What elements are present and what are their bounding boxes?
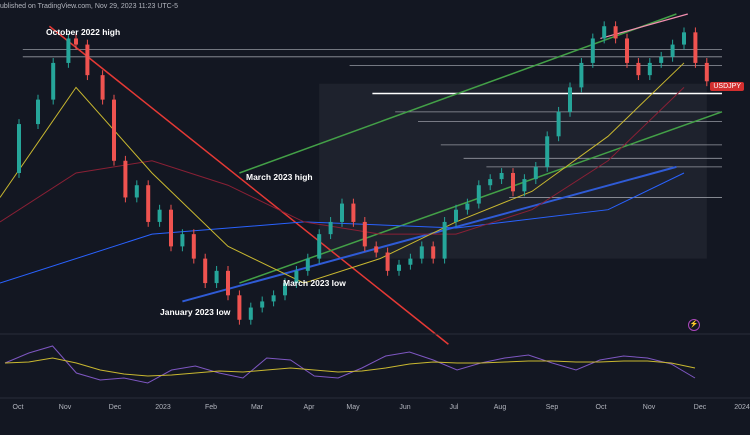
x-axis-tick-label: 2024: [734, 404, 750, 411]
x-axis-tick-label: May: [346, 404, 360, 411]
candle-body: [351, 203, 356, 222]
x-axis-tick-label: Jul: [450, 404, 459, 411]
candle-body: [533, 166, 538, 180]
candle-body: [100, 75, 105, 100]
candle-body: [328, 221, 333, 235]
x-axis-tick-label: Nov: [59, 404, 72, 411]
x-axis-tick-label: Sep: [546, 404, 559, 411]
candle-body: [134, 185, 139, 198]
candle-body: [374, 246, 379, 253]
x-axis-tick-label: Apr: [304, 404, 316, 411]
candle-body: [499, 173, 504, 180]
candle-body: [682, 32, 686, 45]
candle-body: [590, 38, 595, 63]
candle-body: [85, 44, 90, 76]
candle-body: [123, 160, 128, 198]
pair-price-tag: USDJPY: [710, 82, 744, 91]
candle-body: [659, 56, 664, 63]
candle-body: [465, 203, 470, 210]
x-axis-tick-label: Dec: [694, 404, 707, 411]
x-axis-tick-label: Oct: [13, 404, 24, 411]
candle-body: [385, 252, 390, 271]
candle-body: [74, 38, 78, 45]
rsi-line: [4, 345, 696, 384]
candle-body: [112, 99, 116, 161]
channel-upper: [239, 13, 677, 174]
candle-body: [488, 179, 493, 186]
candle-body: [522, 179, 527, 192]
upper-resistance-line: [600, 13, 688, 40]
candle-body: [260, 301, 265, 308]
candle-body: [704, 62, 709, 82]
candle-body: [340, 203, 344, 222]
chart-header: ublished on TradingView.com, Nov 29, 202…: [0, 3, 178, 10]
candle-body: [157, 209, 162, 222]
january-2023-low-label: January 2023 low: [160, 307, 231, 317]
candle-body: [419, 246, 424, 259]
candle-body: [237, 295, 242, 320]
candle-body: [636, 62, 641, 76]
candle-body: [442, 221, 447, 259]
candle-body: [625, 38, 629, 63]
candle-body: [283, 283, 287, 296]
x-axis-tick-label: Aug: [494, 404, 507, 411]
candle-body: [613, 26, 618, 39]
candle-body: [647, 62, 652, 76]
candle-body: [362, 221, 367, 247]
candle-body: [294, 270, 299, 284]
march-2023-low-label: March 2023 low: [283, 278, 346, 288]
candle-body: [169, 209, 173, 247]
candle-body: [476, 185, 481, 204]
candle-body: [317, 234, 322, 259]
ma-long-line: [0, 172, 685, 284]
x-axis-tick-label: Dec: [109, 404, 122, 411]
candle-body: [17, 124, 21, 173]
candle-body: [248, 307, 253, 320]
candle-body: [146, 185, 151, 222]
candle-body: [511, 173, 515, 192]
candle-body: [579, 62, 584, 88]
candle-body: [203, 258, 208, 284]
candle-body: [397, 264, 401, 271]
x-axis-tick-label: Jun: [399, 404, 410, 411]
candle-body: [670, 44, 675, 57]
candle-body: [431, 246, 436, 259]
candle-body: [66, 38, 71, 63]
candle-body: [545, 136, 550, 167]
x-axis-tick-label: Feb: [205, 404, 217, 411]
alert-icon[interactable]: ⚡: [688, 319, 700, 331]
rsi-ma-line: [4, 357, 696, 377]
x-axis-tick-label: Nov: [643, 404, 656, 411]
downtrend-line: [48, 25, 449, 345]
ma-mid-line: [0, 87, 685, 235]
candle-body: [226, 270, 230, 296]
candle-body: [568, 87, 572, 112]
candle-body: [556, 111, 561, 137]
candle-body: [408, 258, 413, 265]
candle-body: [693, 32, 698, 63]
candle-body: [305, 258, 310, 271]
candle-body: [602, 26, 607, 39]
candle-body: [214, 270, 219, 284]
candle-body: [191, 234, 196, 259]
candle-body: [51, 62, 56, 100]
candle-body: [271, 295, 276, 302]
candle-body: [180, 234, 185, 247]
x-axis-tick-label: Oct: [596, 404, 607, 411]
candle-body: [454, 209, 458, 222]
x-axis-tick-label: 2023: [155, 404, 171, 411]
march-2023-high-label: March 2023 high: [246, 172, 313, 182]
x-axis-tick-label: Mar: [251, 404, 264, 411]
candle-body: [36, 99, 40, 125]
october-2022-high-label: October 2022 high: [46, 27, 121, 37]
